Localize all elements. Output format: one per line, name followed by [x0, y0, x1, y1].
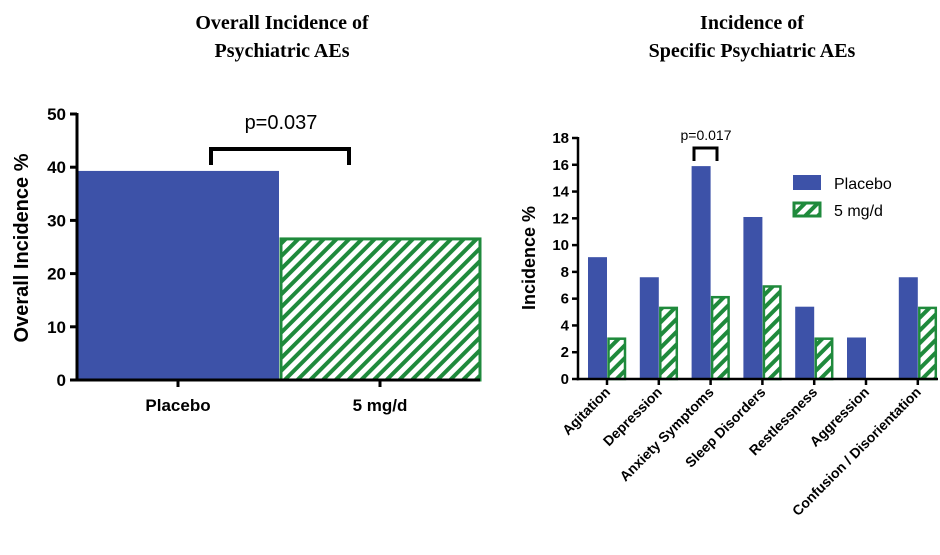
left-y-tick-label: 50 [47, 105, 66, 124]
right-chart-y-ticks: 0 2 4 6 8 10 12 14 16 18 [552, 130, 578, 388]
right-chart-bars [588, 166, 938, 381]
right-bar-placebo [847, 337, 866, 379]
right-y-tick-label: 14 [552, 184, 569, 201]
left-chart-title-line2: Psychiatric AEs [215, 40, 350, 62]
left-y-tick-label: 20 [47, 265, 66, 284]
right-chart-title-line2: Specific Psychiatric AEs [649, 40, 856, 62]
left-y-tick-label: 10 [47, 318, 66, 337]
left-bracket-line [209, 147, 351, 165]
right-y-tick-label: 6 [561, 291, 569, 308]
right-chart: 0 2 4 6 8 10 12 14 16 18 AgitationDepressionAnxie… [552, 127, 938, 519]
left-p-value: p=0.037 [245, 112, 318, 134]
left-chart-y-ticks: 0 10 20 30 40 50 [47, 105, 77, 390]
left-chart-x-ticks: Placebo 5 mg/d [145, 380, 407, 415]
legend-label-placebo: Placebo [834, 176, 892, 193]
right-chart-title-line1: Incidence of [700, 12, 804, 34]
right-y-tick-label: 8 [561, 264, 569, 281]
right-chart-significance-bracket: p=0.017 [681, 127, 732, 161]
right-bar-placebo [795, 306, 815, 379]
right-y-tick-label: 12 [552, 210, 569, 227]
right-y-tick-label: 0 [561, 371, 569, 388]
right-bar-placebo [588, 257, 607, 379]
left-chart-ylabel: Overall Incidence % [11, 153, 33, 342]
left-y-tick-label: 0 [57, 371, 66, 390]
right-chart-legend: Placebo 5 mg/d [792, 175, 892, 220]
right-bar-5mg [814, 337, 834, 381]
right-bracket-line [692, 146, 719, 161]
left-x-tick-label: 5 mg/d [353, 396, 408, 415]
right-y-tick-label: 10 [552, 237, 569, 254]
right-bar-5mg [762, 285, 782, 381]
right-bar-placebo [898, 277, 918, 379]
legend-swatch-5mg [792, 201, 822, 218]
right-chart-ylabel: Incidence % [519, 206, 539, 310]
right-bar-placebo [639, 277, 659, 379]
right-p-value: p=0.017 [681, 127, 732, 143]
legend-swatch-placebo [793, 175, 821, 190]
right-y-tick-label: 2 [561, 344, 569, 361]
right-chart-axes [576, 137, 938, 381]
left-chart: 0 10 20 30 40 50 Placebo 5 mg/d p=0.037 [47, 105, 482, 415]
left-y-tick-label: 40 [47, 158, 66, 177]
legend-label-5mg: 5 mg/d [834, 203, 883, 220]
left-x-tick-label: Placebo [145, 396, 210, 415]
right-bar-placebo [743, 216, 763, 379]
left-bar-placebo [77, 170, 279, 380]
right-x-tick-label: Anxiety Symptoms [616, 384, 717, 485]
left-chart-axes [75, 113, 480, 382]
right-x-tick-label: Agitation [559, 384, 613, 438]
right-bar-5mg [607, 337, 627, 381]
left-chart-bars [77, 170, 482, 382]
right-y-tick-label: 18 [552, 130, 569, 147]
left-bar-5mg [279, 237, 482, 382]
left-chart-title-line1: Overall Incidence of [195, 12, 369, 34]
right-y-tick-label: 4 [561, 317, 570, 334]
left-chart-significance-bracket: p=0.037 [209, 112, 351, 165]
right-bar-5mg [918, 306, 938, 381]
right-y-tick-label: 16 [552, 157, 569, 174]
right-bar-placebo [691, 166, 711, 379]
right-bar-5mg [659, 306, 679, 381]
right-bar-5mg [710, 295, 730, 381]
left-y-tick-label: 30 [47, 211, 66, 230]
